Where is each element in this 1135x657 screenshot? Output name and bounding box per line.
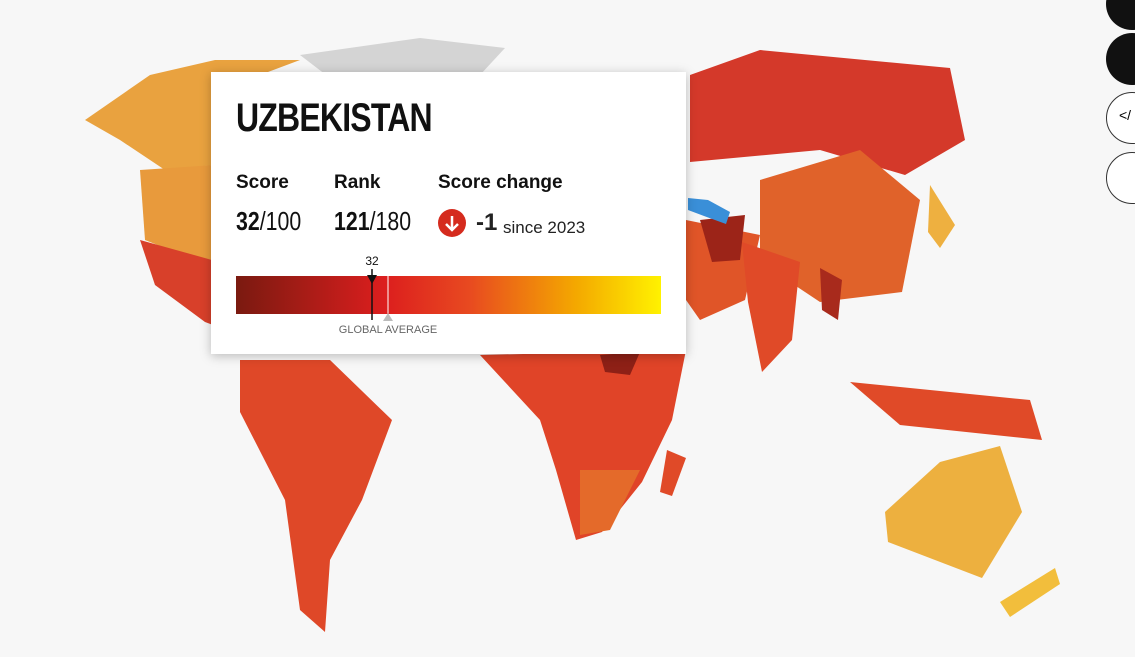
- usa: [140, 165, 215, 260]
- country-name: UZBEKISTAN: [236, 96, 433, 140]
- new-zealand: [1000, 568, 1060, 617]
- south-america: [240, 360, 392, 632]
- down-arrow-icon: [438, 209, 466, 237]
- average-marker: [383, 313, 393, 321]
- score-marker: [367, 275, 377, 284]
- russia: [690, 50, 965, 175]
- score-max: /100: [259, 206, 302, 236]
- myanmar: [820, 268, 842, 320]
- rank-label: Rank: [334, 172, 381, 193]
- india: [742, 242, 800, 372]
- greenland: [300, 38, 505, 78]
- afghanistan: [700, 215, 745, 262]
- japan: [928, 185, 955, 248]
- score-label: Score: [236, 172, 289, 193]
- scale-bar: [236, 276, 661, 314]
- arrow-glyph: [445, 216, 459, 232]
- score: 32: [236, 206, 260, 236]
- se-asia: [850, 382, 1042, 440]
- rank-max: /180: [369, 206, 412, 236]
- australia: [885, 446, 1022, 578]
- tooltip-card: UZBEKISTAN Score Rank Score change 32/10…: [211, 72, 686, 354]
- score-scale: GLOBAL AVERAGE 32: [236, 254, 661, 336]
- change-label: Score change: [438, 172, 563, 193]
- southern-africa: [580, 470, 640, 535]
- since-year: since 2023: [503, 218, 586, 237]
- africa: [480, 350, 686, 540]
- score-marker-label: 32: [365, 254, 379, 268]
- average-label: GLOBAL AVERAGE: [339, 324, 437, 336]
- score-value: 32/100: [236, 206, 301, 237]
- east-africa: [600, 352, 640, 375]
- rank-value: 121/180: [334, 206, 411, 237]
- score-change: -1: [476, 209, 498, 236]
- china: [760, 150, 920, 302]
- rank: 121: [334, 206, 370, 236]
- madagascar: [660, 450, 686, 496]
- uzbekistan[interactable]: [688, 198, 730, 224]
